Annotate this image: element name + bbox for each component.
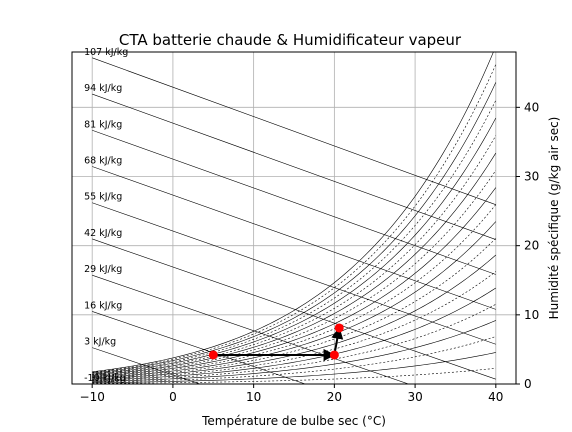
plot-frame [71,51,517,385]
rh-curve [92,187,497,377]
enthalpy-label: 81 kJ/kg [84,119,122,130]
plot-area [92,52,497,384]
enthalpy-label: 68 kJ/kg [84,156,122,167]
enthalpy-line [92,166,496,310]
state-points [208,323,344,360]
rh-curve [92,204,497,378]
enthalpy-line [92,129,496,275]
rh-curve [92,287,496,381]
rh-curve [92,82,497,374]
enthalpy-label: 3 kJ/kg [84,337,116,348]
rh-curve [92,238,497,379]
enthalpy-line [92,274,410,384]
rh-curve [92,117,497,375]
rh-curve [92,135,497,376]
rh-curve [92,271,497,381]
enthalpy-line [92,238,496,380]
process-arrow [331,326,344,356]
x-axis-ticks: −10 0 10 20 30 40 [80,384,503,404]
y-tick-label: 40 [524,100,539,114]
enthalpy-labels: -10 kJ/kg 3 kJ/kg 16 kJ/kg 29 kJ/kg 42 kJ/kg… [84,47,128,384]
x-tick-label: 0 [169,390,177,404]
state-point [329,350,339,360]
enthalpy-label: 42 kJ/kg [84,228,122,239]
enthalpy-line [92,93,496,240]
relative-humidity-curves [92,52,497,384]
enthalpy-line [92,57,496,205]
state-point [334,323,344,333]
y-tick-label: 20 [524,239,539,253]
x-tick-label: 30 [407,390,422,404]
enthalpy-label: 29 kJ/kg [84,264,122,275]
rh-curve [92,52,494,373]
x-tick-label: 40 [488,390,503,404]
state-point [208,350,218,360]
enthalpy-label: -10 kJ/kg [84,373,126,384]
process-arrows [213,326,344,361]
x-tick-label: 10 [246,390,261,404]
y-axis-ticks: 0 10 20 30 40 [516,100,539,391]
enthalpy-line [92,202,496,345]
rh-curve [92,221,497,379]
y-axis-label: Humidité spécifique (g/kg air sec) [547,117,561,320]
rh-curve [92,152,497,376]
x-tick-label: −10 [80,390,105,404]
y-tick-label: 30 [524,170,539,184]
y-tick-label: 0 [524,377,532,391]
rh-curve [92,320,496,382]
chart-title: CTA batterie chaude & Humidificateur vap… [119,31,462,49]
enthalpy-label: 16 kJ/kg [84,300,122,311]
enthalpy-label: 94 kJ/kg [84,83,122,94]
x-axis-label: Température de bulbe sec (°C) [201,414,386,428]
y-tick-label: 10 [524,308,539,322]
rh-curve [92,352,496,384]
x-tick-label: 20 [327,390,342,404]
rh-curve [92,100,497,374]
enthalpy-label: 55 kJ/kg [84,192,122,203]
rh-curve [92,304,496,382]
rh-curve [92,64,497,373]
rh-curve [92,367,496,384]
